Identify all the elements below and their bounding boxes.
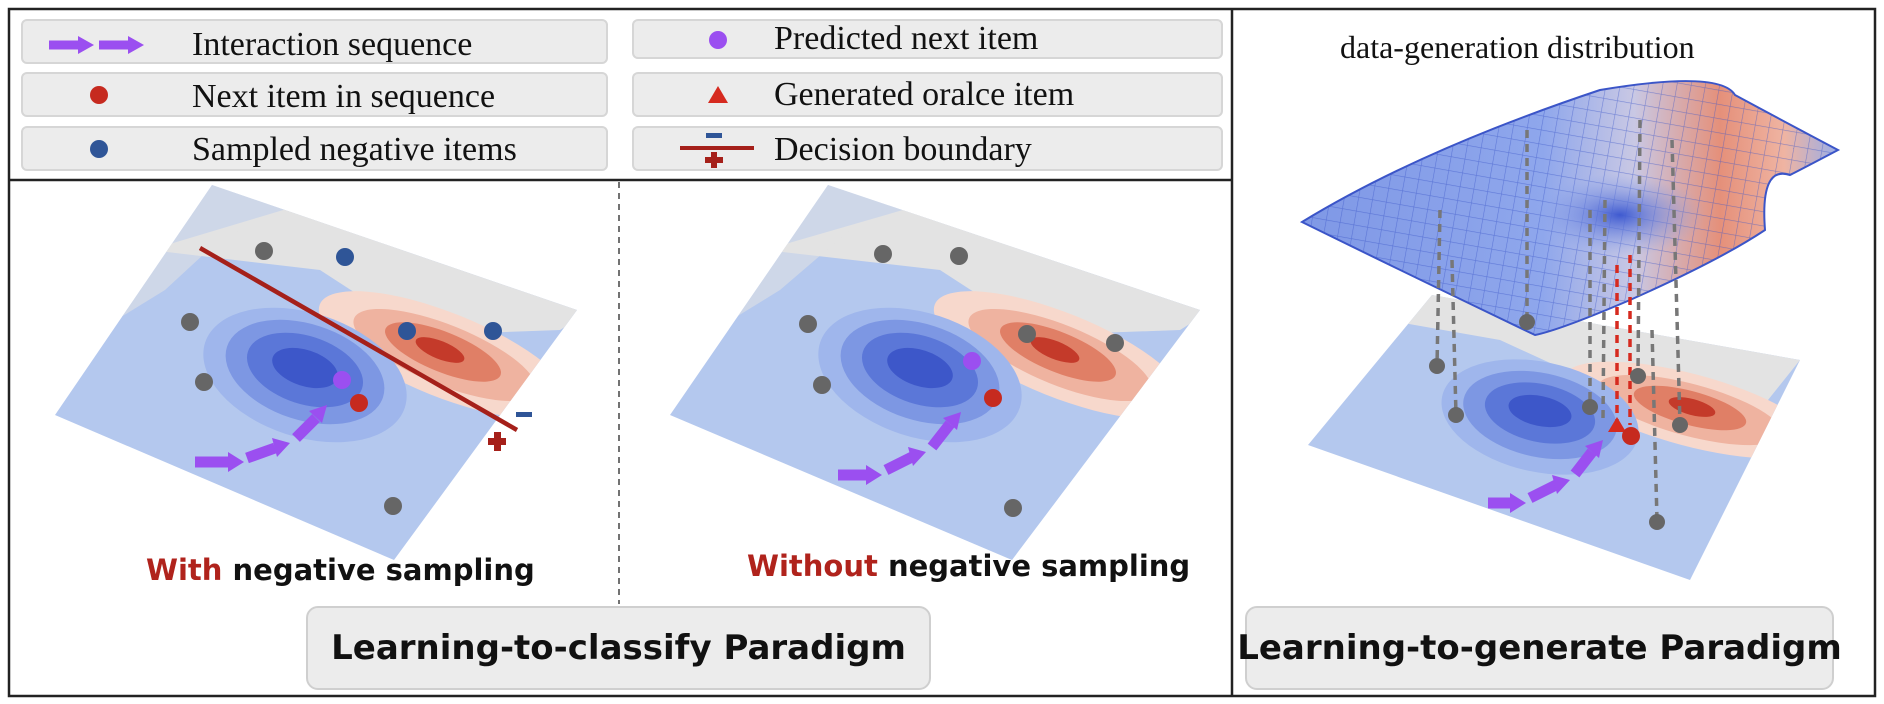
negative-item bbox=[1672, 417, 1688, 433]
legend-label-predicted: Predicted next item bbox=[774, 20, 1039, 57]
next-item-right bbox=[1622, 427, 1640, 445]
negative-item bbox=[195, 373, 213, 391]
negative-item bbox=[1649, 514, 1665, 530]
legend-box-boundary bbox=[632, 126, 1223, 171]
next-item-middle bbox=[984, 389, 1002, 407]
sampled-negative-item bbox=[398, 322, 416, 340]
legend-box-next-item bbox=[21, 72, 608, 117]
legend-box-oracle bbox=[632, 72, 1223, 117]
boundary-plus-sign bbox=[488, 432, 506, 451]
generated-oracle-item bbox=[1608, 417, 1626, 432]
interaction-sequence-middle bbox=[838, 412, 961, 485]
negative-item bbox=[950, 247, 968, 265]
outer-frame bbox=[7, 7, 1877, 698]
legend-label-next-item: Next item in sequence bbox=[192, 78, 496, 115]
negative-item bbox=[813, 376, 831, 394]
negative-item bbox=[1018, 325, 1036, 343]
negative-item bbox=[1004, 499, 1022, 517]
plane-without-negative-sampling bbox=[670, 185, 1200, 560]
legend-box-predicted bbox=[632, 19, 1223, 59]
plane-generate bbox=[1308, 295, 1800, 580]
negative-item bbox=[255, 242, 273, 260]
caption-with-suffix: negative sampling bbox=[222, 553, 535, 587]
negative-item bbox=[1106, 334, 1124, 352]
caption-with-prefix: With bbox=[146, 553, 223, 587]
distribution-title: data-generation distribution bbox=[1340, 29, 1695, 65]
legend-label-oracle: Generated oralce item bbox=[774, 76, 1075, 113]
negative-item bbox=[1582, 399, 1598, 415]
interaction-sequence-right bbox=[1488, 440, 1603, 513]
caption-without-prefix: Without bbox=[747, 549, 878, 583]
projection-lines bbox=[1435, 119, 1682, 521]
negative-item bbox=[1429, 358, 1445, 374]
predicted-next-item-left bbox=[333, 371, 351, 389]
boundary-minus-sign bbox=[516, 412, 532, 417]
caption-without-negative-sampling: Without negative sampling bbox=[747, 552, 1190, 581]
negative-item bbox=[1448, 407, 1464, 423]
oracle-projection-lines bbox=[1615, 255, 1632, 425]
distribution-surface bbox=[1299, 80, 1841, 337]
next-item-left bbox=[350, 394, 368, 412]
learning-to-classify-box: Learning-to-classify Paradigm bbox=[306, 606, 931, 690]
negative-item bbox=[1519, 314, 1535, 330]
sampled-negative-item bbox=[336, 248, 354, 266]
negative-item bbox=[181, 313, 199, 331]
negative-item bbox=[384, 497, 402, 515]
plane-with-negative-sampling bbox=[55, 185, 577, 560]
legend-label-interaction: Interaction sequence bbox=[192, 26, 473, 63]
legend-label-boundary: Decision boundary bbox=[774, 131, 1032, 168]
negative-item bbox=[874, 245, 892, 263]
sampled-negative-item bbox=[484, 322, 502, 340]
predicted-next-item-middle bbox=[963, 352, 981, 370]
decision-boundary-line bbox=[198, 246, 519, 432]
legend-box-negatives bbox=[21, 126, 608, 171]
legend-label-negatives: Sampled negative items bbox=[192, 131, 517, 168]
caption-without-suffix: negative sampling bbox=[877, 549, 1191, 583]
learning-to-generate-box: Learning-to-generate Paradigm bbox=[1237, 606, 1842, 690]
caption-with-negative-sampling: With negative sampling bbox=[146, 556, 535, 585]
negative-item bbox=[1630, 368, 1646, 384]
interaction-sequence-left bbox=[195, 405, 327, 472]
negative-item bbox=[799, 315, 817, 333]
